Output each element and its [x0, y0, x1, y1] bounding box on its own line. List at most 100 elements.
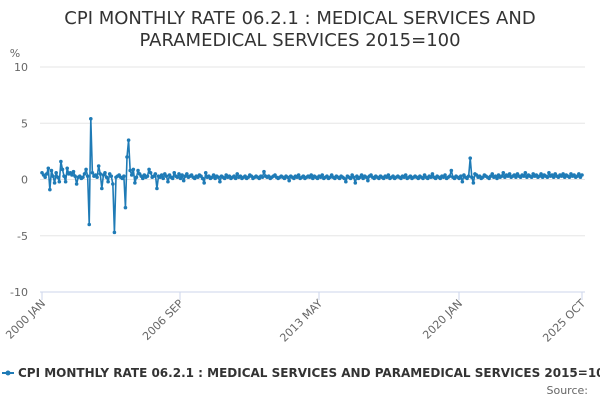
- data-point[interactable]: [514, 175, 518, 180]
- data-point[interactable]: [386, 173, 391, 177]
- data-point[interactable]: [470, 175, 474, 180]
- data-point[interactable]: [551, 175, 556, 180]
- data-point[interactable]: [44, 172, 49, 176]
- data-point[interactable]: [109, 174, 114, 178]
- data-point[interactable]: [353, 181, 358, 185]
- data-point[interactable]: [458, 174, 463, 178]
- data-point[interactable]: [260, 175, 265, 180]
- data-point[interactable]: [460, 179, 465, 184]
- data-point[interactable]: [580, 173, 584, 177]
- data-point[interactable]: [54, 170, 58, 175]
- data-point[interactable]: [429, 175, 433, 180]
- data-point[interactable]: [46, 166, 51, 171]
- data-point[interactable]: [106, 179, 110, 184]
- data-point[interactable]: [43, 175, 47, 180]
- data-point[interactable]: [59, 159, 63, 164]
- data-point[interactable]: [175, 175, 180, 180]
- data-point[interactable]: [95, 175, 99, 180]
- data-point[interactable]: [342, 176, 347, 181]
- data-point[interactable]: [529, 175, 534, 180]
- data-point[interactable]: [172, 170, 177, 175]
- data-point[interactable]: [104, 175, 109, 180]
- data-point[interactable]: [161, 176, 166, 181]
- data-point[interactable]: [136, 168, 140, 173]
- data-point[interactable]: [287, 178, 291, 183]
- data-point[interactable]: [166, 179, 170, 184]
- data-point[interactable]: [126, 138, 131, 142]
- data-point[interactable]: [147, 167, 151, 172]
- data-point[interactable]: [112, 230, 117, 235]
- data-point[interactable]: [466, 174, 471, 178]
- data-point[interactable]: [547, 170, 551, 175]
- data-point[interactable]: [523, 170, 528, 175]
- data-point[interactable]: [140, 176, 145, 181]
- data-point[interactable]: [216, 175, 221, 180]
- data-point[interactable]: [129, 173, 134, 177]
- data-point[interactable]: [131, 167, 136, 172]
- data-point[interactable]: [320, 173, 325, 177]
- data-point[interactable]: [96, 164, 101, 168]
- data-point[interactable]: [403, 173, 408, 177]
- data-point[interactable]: [73, 174, 77, 178]
- data-point[interactable]: [430, 172, 435, 176]
- data-point[interactable]: [134, 175, 139, 180]
- data-point[interactable]: [85, 174, 90, 178]
- data-point[interactable]: [164, 174, 169, 178]
- data-point[interactable]: [185, 172, 189, 176]
- data-point[interactable]: [222, 176, 227, 181]
- data-point[interactable]: [545, 175, 550, 180]
- data-point[interactable]: [351, 175, 356, 180]
- data-point[interactable]: [52, 181, 57, 185]
- data-point[interactable]: [296, 173, 301, 177]
- data-point[interactable]: [111, 182, 115, 186]
- data-point[interactable]: [103, 170, 107, 175]
- data-point[interactable]: [468, 156, 473, 160]
- data-point[interactable]: [359, 173, 364, 177]
- data-point[interactable]: [218, 179, 222, 184]
- data-point[interactable]: [60, 167, 65, 172]
- data-point[interactable]: [501, 170, 506, 175]
- data-point[interactable]: [344, 179, 348, 184]
- data-point[interactable]: [123, 205, 128, 210]
- data-point[interactable]: [561, 172, 565, 176]
- data-point[interactable]: [82, 172, 87, 176]
- data-point[interactable]: [62, 174, 66, 178]
- data-point[interactable]: [285, 175, 290, 180]
- data-point[interactable]: [48, 187, 52, 192]
- data-point[interactable]: [84, 167, 88, 172]
- data-point[interactable]: [567, 175, 572, 180]
- data-point[interactable]: [125, 155, 129, 159]
- data-point[interactable]: [89, 116, 93, 121]
- data-point[interactable]: [63, 179, 68, 184]
- data-point[interactable]: [90, 170, 95, 175]
- data-point[interactable]: [49, 168, 54, 173]
- data-point[interactable]: [443, 173, 447, 177]
- data-point[interactable]: [521, 174, 526, 178]
- data-point[interactable]: [233, 176, 238, 181]
- data-point[interactable]: [128, 168, 132, 173]
- data-point[interactable]: [181, 178, 186, 183]
- data-point[interactable]: [539, 172, 543, 176]
- data-point[interactable]: [55, 175, 60, 180]
- data-point[interactable]: [100, 186, 104, 191]
- data-point[interactable]: [490, 172, 495, 176]
- data-point[interactable]: [262, 169, 266, 174]
- data-point[interactable]: [87, 222, 92, 227]
- data-point[interactable]: [177, 172, 181, 176]
- data-point[interactable]: [348, 176, 353, 181]
- data-point[interactable]: [98, 172, 103, 176]
- data-point[interactable]: [70, 173, 74, 177]
- data-point[interactable]: [81, 175, 85, 180]
- data-point[interactable]: [577, 172, 581, 176]
- data-point[interactable]: [57, 179, 62, 184]
- data-point[interactable]: [495, 176, 499, 181]
- data-point[interactable]: [203, 170, 208, 175]
- data-point[interactable]: [155, 186, 159, 191]
- data-point[interactable]: [122, 174, 126, 178]
- data-point[interactable]: [471, 181, 476, 185]
- data-point[interactable]: [74, 182, 79, 186]
- data-point[interactable]: [499, 174, 504, 178]
- data-point[interactable]: [200, 176, 205, 181]
- data-point[interactable]: [153, 172, 158, 176]
- data-point[interactable]: [364, 175, 369, 180]
